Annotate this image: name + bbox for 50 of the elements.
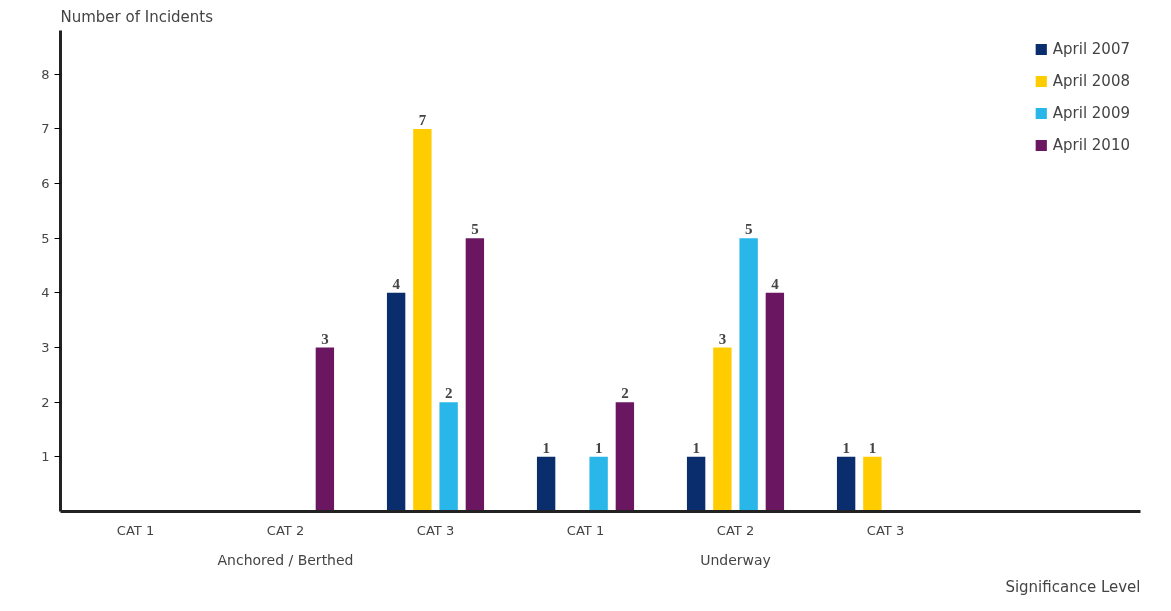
bar xyxy=(713,347,732,512)
data-label: 4 xyxy=(392,275,401,292)
x-tick-label: CAT 3 xyxy=(866,522,905,538)
text: Anchored / Berthed xyxy=(217,551,354,568)
data-label: 3 xyxy=(718,330,727,347)
bar xyxy=(315,347,335,512)
y-tick-label: 7 xyxy=(41,121,50,137)
data-label: 5 xyxy=(471,221,479,238)
data-label: 1 xyxy=(692,439,700,456)
x-tick-label: CAT 1 xyxy=(566,522,605,538)
data-label: 7 xyxy=(418,111,427,128)
y-tick-label: 5 xyxy=(41,230,50,246)
data-label: 5 xyxy=(744,221,753,238)
x-axis-title: Significance Level xyxy=(1005,577,1141,596)
legend-label: April 2009 xyxy=(1052,104,1130,122)
bar xyxy=(686,456,706,512)
data-label: 1 xyxy=(868,439,877,456)
legend-label: April 2008 xyxy=(1052,72,1130,90)
bar xyxy=(439,402,458,512)
x-tick-label: CAT 1 xyxy=(116,522,155,538)
y-axis-title: Number of Incidents xyxy=(60,7,214,26)
y-tick-label: 6 xyxy=(41,176,50,192)
data-label: 1 xyxy=(842,439,850,456)
data-label: 2 xyxy=(621,385,629,402)
bar xyxy=(739,238,758,512)
bar xyxy=(386,292,406,512)
data-label: 4 xyxy=(771,275,780,292)
data-label: 3 xyxy=(321,330,329,347)
bar xyxy=(589,456,608,512)
bar xyxy=(765,292,785,512)
legend-label: April 2007 xyxy=(1052,40,1130,58)
x-tick-label: CAT 2 xyxy=(266,522,305,538)
y-tick-label: 1 xyxy=(41,449,50,465)
text: Underway xyxy=(700,551,771,568)
bar xyxy=(836,456,856,512)
data-label: 1 xyxy=(594,439,603,456)
y-tick-label: 2 xyxy=(41,394,50,410)
bar xyxy=(536,456,556,512)
x-tick-label: CAT 2 xyxy=(716,522,755,538)
data-label: 2 xyxy=(444,385,453,402)
y-tick-label: 8 xyxy=(41,66,50,82)
bar xyxy=(465,238,485,512)
y-tick-label: 4 xyxy=(41,285,50,301)
legend-label: April 2010 xyxy=(1052,136,1130,154)
y-tick-label: 3 xyxy=(41,340,50,356)
bar xyxy=(413,128,432,512)
bar xyxy=(863,456,882,512)
x-tick-label: CAT 3 xyxy=(416,522,455,538)
data-label: 1 xyxy=(542,439,550,456)
bar xyxy=(615,402,635,512)
